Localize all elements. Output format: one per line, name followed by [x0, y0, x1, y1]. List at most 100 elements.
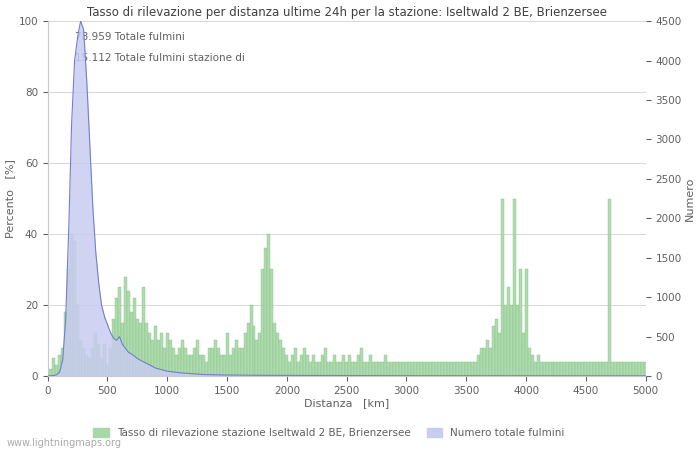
Bar: [411, 362, 414, 376]
Bar: [519, 270, 522, 376]
Bar: [471, 362, 474, 376]
X-axis label: Distanza   [km]: Distanza [km]: [304, 398, 389, 409]
Bar: [462, 362, 465, 376]
Bar: [584, 362, 587, 376]
Bar: [291, 355, 295, 376]
Bar: [166, 333, 169, 376]
Bar: [178, 347, 181, 376]
Bar: [606, 362, 608, 376]
Bar: [599, 362, 602, 376]
Bar: [115, 298, 118, 376]
Bar: [405, 362, 408, 376]
Bar: [552, 362, 554, 376]
Bar: [223, 355, 225, 376]
Bar: [396, 362, 399, 376]
Bar: [483, 347, 486, 376]
Bar: [486, 341, 489, 376]
Bar: [569, 362, 573, 376]
Bar: [318, 362, 321, 376]
Bar: [402, 362, 405, 376]
Bar: [202, 355, 204, 376]
Text: 78.959 Totale fulmini: 78.959 Totale fulmini: [75, 32, 185, 42]
Bar: [426, 362, 429, 376]
Bar: [477, 355, 480, 376]
Bar: [118, 287, 121, 376]
Bar: [468, 362, 471, 376]
Bar: [328, 362, 330, 376]
Bar: [295, 347, 298, 376]
Bar: [566, 362, 569, 376]
Bar: [139, 323, 142, 376]
Bar: [423, 362, 426, 376]
Bar: [276, 333, 279, 376]
Bar: [169, 341, 172, 376]
Bar: [381, 362, 384, 376]
Bar: [564, 362, 566, 376]
Bar: [172, 347, 175, 376]
Bar: [500, 198, 504, 376]
Bar: [629, 362, 632, 376]
Bar: [229, 355, 232, 376]
Bar: [145, 323, 148, 376]
Bar: [330, 362, 333, 376]
Bar: [61, 347, 64, 376]
Bar: [516, 305, 519, 376]
Title: Tasso di rilevazione per distanza ultime 24h per la stazione: Iseltwald 2 BE, Br: Tasso di rilevazione per distanza ultime…: [87, 5, 607, 18]
Bar: [100, 358, 103, 376]
Bar: [124, 277, 127, 376]
Bar: [578, 362, 582, 376]
Bar: [73, 241, 76, 376]
Bar: [150, 341, 154, 376]
Bar: [298, 362, 300, 376]
Bar: [321, 355, 324, 376]
Bar: [594, 362, 596, 376]
Bar: [438, 362, 441, 376]
Bar: [288, 362, 291, 376]
Bar: [232, 347, 235, 376]
Bar: [345, 362, 348, 376]
Bar: [561, 362, 564, 376]
Bar: [474, 362, 477, 376]
Bar: [234, 341, 237, 376]
Bar: [557, 362, 561, 376]
Bar: [315, 362, 318, 376]
Bar: [196, 341, 199, 376]
Bar: [432, 362, 435, 376]
Bar: [216, 347, 220, 376]
Bar: [241, 347, 244, 376]
Bar: [309, 362, 312, 376]
Bar: [531, 355, 533, 376]
Bar: [522, 333, 524, 376]
Bar: [52, 358, 55, 376]
Bar: [256, 341, 258, 376]
Bar: [160, 333, 163, 376]
Bar: [635, 362, 638, 376]
Bar: [387, 362, 390, 376]
Bar: [533, 362, 537, 376]
Bar: [127, 291, 130, 376]
Bar: [537, 355, 540, 376]
Bar: [360, 347, 363, 376]
Legend: Tasso di rilevazione stazione Iseltwald 2 BE, Brienzersee, Numero totale fulmini: Tasso di rilevazione stazione Iseltwald …: [89, 424, 569, 442]
Bar: [453, 362, 456, 376]
Bar: [429, 362, 432, 376]
Bar: [366, 362, 369, 376]
Bar: [644, 362, 648, 376]
Bar: [617, 362, 620, 376]
Bar: [342, 355, 345, 376]
Bar: [94, 333, 97, 376]
Bar: [270, 270, 274, 376]
Y-axis label: Numero: Numero: [685, 176, 694, 220]
Bar: [542, 362, 545, 376]
Bar: [351, 362, 354, 376]
Bar: [623, 362, 626, 376]
Bar: [85, 355, 88, 376]
Bar: [103, 344, 106, 376]
Bar: [620, 362, 623, 376]
Bar: [495, 319, 498, 376]
Bar: [626, 362, 629, 376]
Bar: [49, 369, 52, 376]
Bar: [237, 347, 241, 376]
Bar: [67, 270, 70, 376]
Bar: [447, 362, 450, 376]
